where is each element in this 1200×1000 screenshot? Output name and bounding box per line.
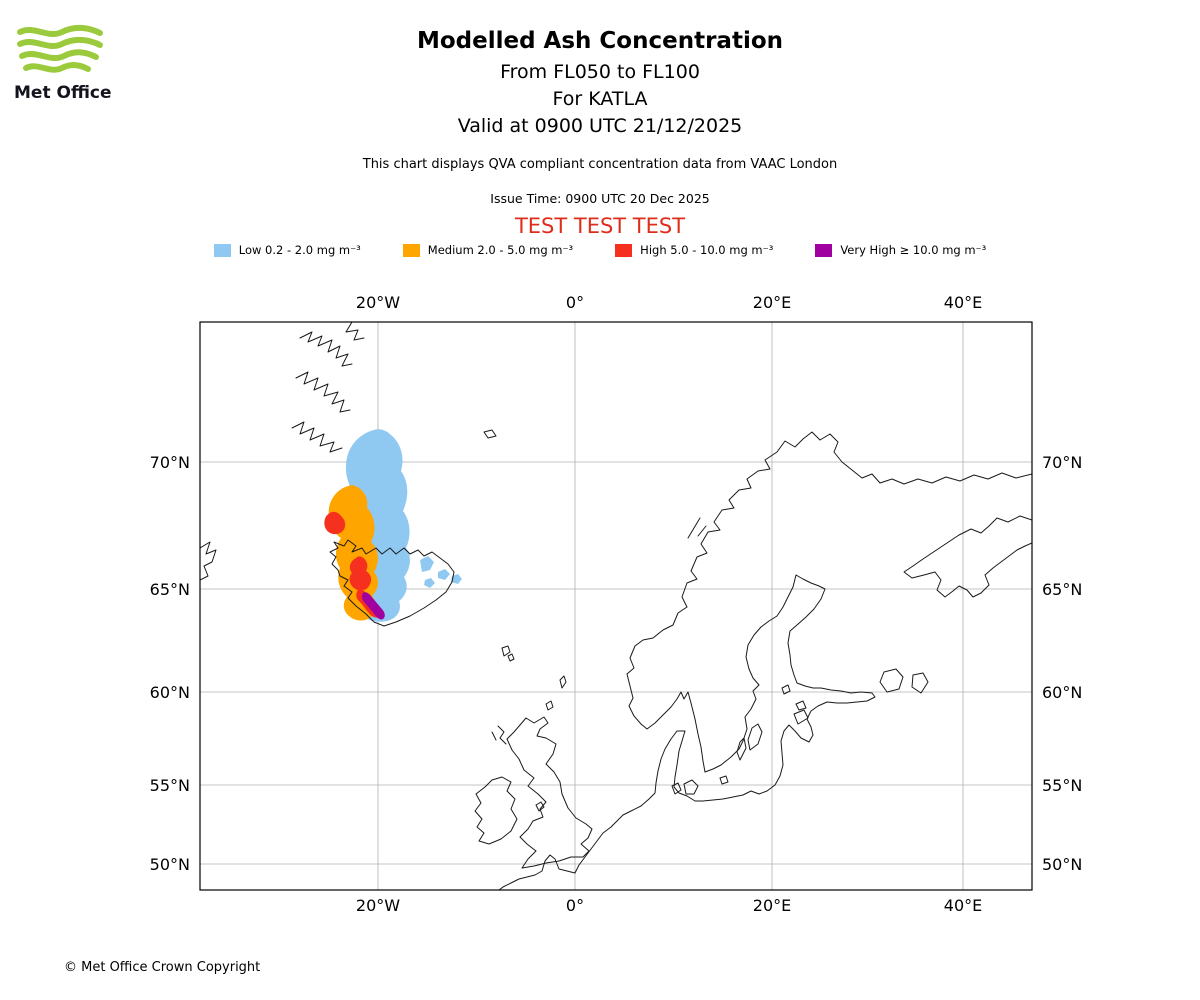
lon-tick-bottom-0: 0°	[566, 896, 584, 915]
lat-tick-right-60n: 60°N	[1042, 683, 1082, 702]
coastline-oland	[736, 737, 747, 761]
coastline-greenland	[345, 322, 365, 341]
coastline-bornholm	[719, 775, 729, 785]
ash-very-high-contour	[361, 592, 385, 620]
chart-header: Modelled Ash Concentration From FL050 to…	[0, 28, 1200, 140]
coastline-scandinavia-europe	[498, 431, 1032, 890]
ash-low-speckle	[451, 574, 462, 584]
lon-tick-bottom-40e: 40°E	[944, 896, 982, 915]
coastline-orkney	[545, 700, 554, 711]
legend-swatch-medium	[402, 243, 420, 257]
coastlines	[200, 322, 1032, 890]
coastline-iceland	[329, 539, 455, 627]
legend-label-medium: Medium 2.0 - 5.0 mg m⁻³	[427, 243, 574, 257]
legend-label-high: High 5.0 - 10.0 mg m⁻³	[640, 243, 774, 257]
lon-tick-top-20w: 20°W	[356, 293, 400, 312]
met-office-logo-text: Met Office	[14, 83, 112, 103]
lon-tick-top-0: 0°	[566, 293, 584, 312]
lat-tick-right-55n: 55°N	[1042, 776, 1082, 795]
met-office-logo-waves	[17, 24, 103, 73]
coastline-greenland	[295, 371, 351, 413]
lat-tick-left-55n: 55°N	[150, 776, 190, 795]
legend-label-very-high: Very High ≥ 10.0 mg m⁻³	[840, 243, 987, 257]
issue-time: Issue Time: 0900 UTC 20 Dec 2025	[490, 191, 710, 206]
legend-swatch-very-high	[815, 243, 833, 257]
ash-plume-layers	[324, 429, 462, 622]
lon-tick-bottom-20w: 20°W	[356, 896, 400, 915]
legend-label-low: Low 0.2 - 2.0 mg m⁻³	[238, 243, 361, 257]
ash-very-high-streak	[361, 592, 385, 620]
map-svg: 20°W 0° 20°E 40°E 20°W 0° 20°E 40°E 70°N…	[150, 293, 1083, 915]
legend-swatch-very-high-rect	[815, 243, 833, 257]
concentration-legend: Low 0.2 - 2.0 mg m⁻³ Medium 2.0 - 5.0 mg…	[0, 243, 1200, 257]
coastline-lofoten	[687, 517, 707, 539]
lat-tick-left-65n: 65°N	[150, 580, 190, 599]
lon-tick-top-20e: 20°E	[753, 293, 791, 312]
coastline-zealand	[683, 779, 699, 795]
legend-swatch-high-rect	[615, 243, 633, 257]
qva-compliance-note: This chart displays QVA compliant concen…	[362, 157, 838, 172]
ash-low-speckle	[420, 556, 434, 572]
coastline-ireland	[474, 776, 518, 845]
test-banner: TEST TEST TEST	[514, 214, 686, 238]
lat-tick-left-60n: 60°N	[150, 683, 190, 702]
coastline-greenland	[291, 421, 343, 453]
coastline-funen	[671, 782, 682, 795]
lat-tick-right-65n: 65°N	[1042, 580, 1082, 599]
lat-tick-right-50n: 50°N	[1042, 855, 1082, 874]
coastline-great-britain	[506, 716, 593, 869]
chart-subtitle-volcano: For KATLA	[552, 88, 648, 110]
coastline-saaremaa	[793, 700, 809, 725]
coastline-faroe	[501, 645, 515, 662]
map-area: 20°W 0° 20°E 40°E 20°W 0° 20°E 40°E 70°N…	[0, 280, 1200, 920]
ash-high-patch-north	[324, 511, 346, 535]
logo-wave-icon	[17, 36, 103, 49]
coastline-lake-ladoga	[879, 668, 904, 693]
map-frame	[199, 321, 1033, 891]
chart-subtitle-flight-levels: From FL050 to FL100	[500, 61, 700, 83]
coastline-isle-of-man	[535, 801, 545, 812]
lat-tick-right-70n: 70°N	[1042, 453, 1082, 472]
gridlines	[200, 322, 1032, 890]
coastline-greenland	[299, 331, 353, 367]
legend-swatch-medium-rect	[402, 243, 420, 257]
coastline-hebrides	[491, 725, 507, 745]
ash-high-patch-mid	[349, 556, 372, 591]
coastline-aland	[781, 684, 791, 695]
lon-tick-top-40e: 40°E	[944, 293, 982, 312]
lon-tick-bottom-20e: 20°E	[753, 896, 791, 915]
logo-wave-icon	[23, 62, 91, 73]
legend-swatch-low-rect	[213, 243, 231, 257]
legend-item-low: Low 0.2 - 2.0 mg m⁻³	[213, 243, 361, 257]
axis-tick-labels: 20°W 0° 20°E 40°E 20°W 0° 20°E 40°E 70°N…	[150, 293, 1083, 915]
legend-item-very-high: Very High ≥ 10.0 mg m⁻³	[815, 243, 986, 257]
lat-tick-left-50n: 50°N	[150, 855, 190, 874]
logo-wave-icon	[17, 24, 103, 37]
legend-item-medium: Medium 2.0 - 5.0 mg m⁻³	[402, 243, 574, 257]
chart-title: Modelled Ash Concentration	[416, 28, 784, 54]
logo-wave-icon	[19, 49, 99, 61]
lat-tick-left-70n: 70°N	[150, 453, 190, 472]
coastline-jan-mayen	[483, 429, 497, 439]
ash-low-speckle	[424, 578, 435, 588]
legend-item-high: High 5.0 - 10.0 mg m⁻³	[615, 243, 773, 257]
legend-swatch-high	[615, 243, 633, 257]
met-office-logo: Met Office	[14, 24, 114, 103]
coastline-gotland	[747, 723, 763, 751]
coastline-shetland	[559, 675, 567, 689]
ash-low-speckle	[438, 569, 450, 580]
copyright-notice: © Met Office Crown Copyright	[64, 960, 261, 975]
coastline-white-sea	[903, 515, 1032, 598]
coastline-lake-onega	[911, 672, 929, 694]
legend-swatch-low	[213, 243, 231, 257]
chart-subtitle-valid-time: Valid at 0900 UTC 21/12/2025	[457, 115, 743, 137]
coastline-greenland	[200, 541, 217, 581]
